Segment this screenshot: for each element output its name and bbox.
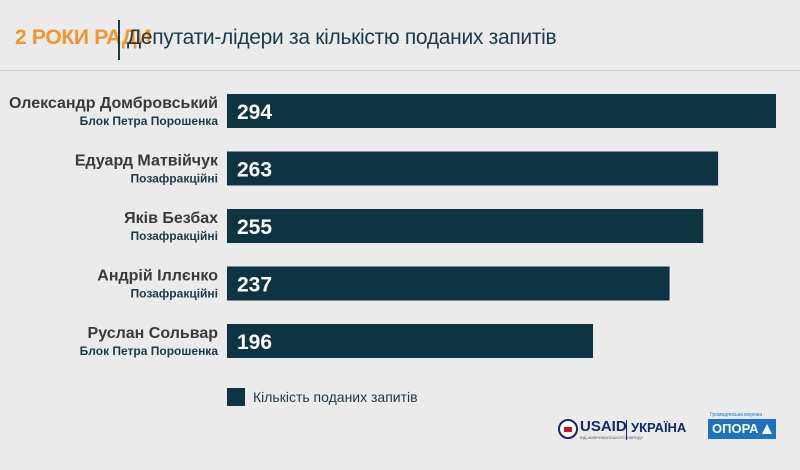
- category-label-3: Яків Безбах: [124, 210, 218, 227]
- legend: Кількість поданих запитів: [227, 388, 418, 406]
- bar-value-label-3: 255: [237, 216, 272, 239]
- opora-logo-text: ОПОРА: [712, 421, 759, 436]
- category-sublabel-5: Блок Петра Порошенка: [80, 344, 219, 358]
- category-sublabel-1: Блок Петра Порошенка: [80, 114, 219, 128]
- bar-value-label-2: 263: [237, 159, 272, 182]
- category-label-5: Руслан Сольвар: [88, 325, 219, 342]
- legend-label: Кількість поданих запитів: [253, 389, 418, 405]
- logo-separator: [626, 420, 627, 440]
- category-sublabel-2: Позафракційні: [131, 172, 218, 186]
- bar-value-label-4: 237: [237, 274, 272, 297]
- bar-1: [227, 94, 776, 128]
- category-label-2: Едуард Матвійчук: [75, 153, 219, 170]
- header-rule: [0, 70, 800, 71]
- bar-5: [227, 324, 593, 358]
- ukraine-logo-text: УКРАЇНА: [631, 420, 687, 435]
- logos: USAID ВІД АМЕРИКАНСЬКОГО НАРОДУ УКРАЇНА …: [558, 412, 780, 452]
- header-tag: 2 РОКИ РАДИ: [15, 26, 152, 49]
- category-sublabel-3: Позафракційні: [131, 229, 218, 243]
- category-sublabel-4: Позафракційні: [131, 287, 218, 301]
- chart-title: Депутати-лідери за кількістю поданих зап…: [127, 26, 557, 49]
- usaid-seal-icon: [558, 419, 578, 439]
- header: 2 РОКИ РАДИ Депутати-лідери за кількістю…: [0, 0, 800, 70]
- bar-4: [227, 266, 670, 301]
- usaid-logo-subtext: ВІД АМЕРИКАНСЬКОГО НАРОДУ: [580, 435, 644, 440]
- bar-value-label-5: 196: [237, 331, 272, 354]
- opora-tagline: Громадянська мережа: [710, 412, 763, 418]
- usaid-logo-text: USAID: [580, 418, 627, 435]
- opora-logo: ОПОРА: [708, 419, 776, 439]
- bar-value-label-1: 294: [237, 101, 272, 124]
- bar-2: [227, 151, 719, 186]
- opora-triangle-icon: [762, 424, 772, 434]
- header-divider: [118, 20, 120, 60]
- category-label-4: Андрій Іллєнко: [97, 268, 218, 285]
- bar-3: [227, 209, 704, 243]
- category-label-1: Олександр Домбровський: [9, 95, 218, 112]
- legend-swatch: [227, 388, 245, 406]
